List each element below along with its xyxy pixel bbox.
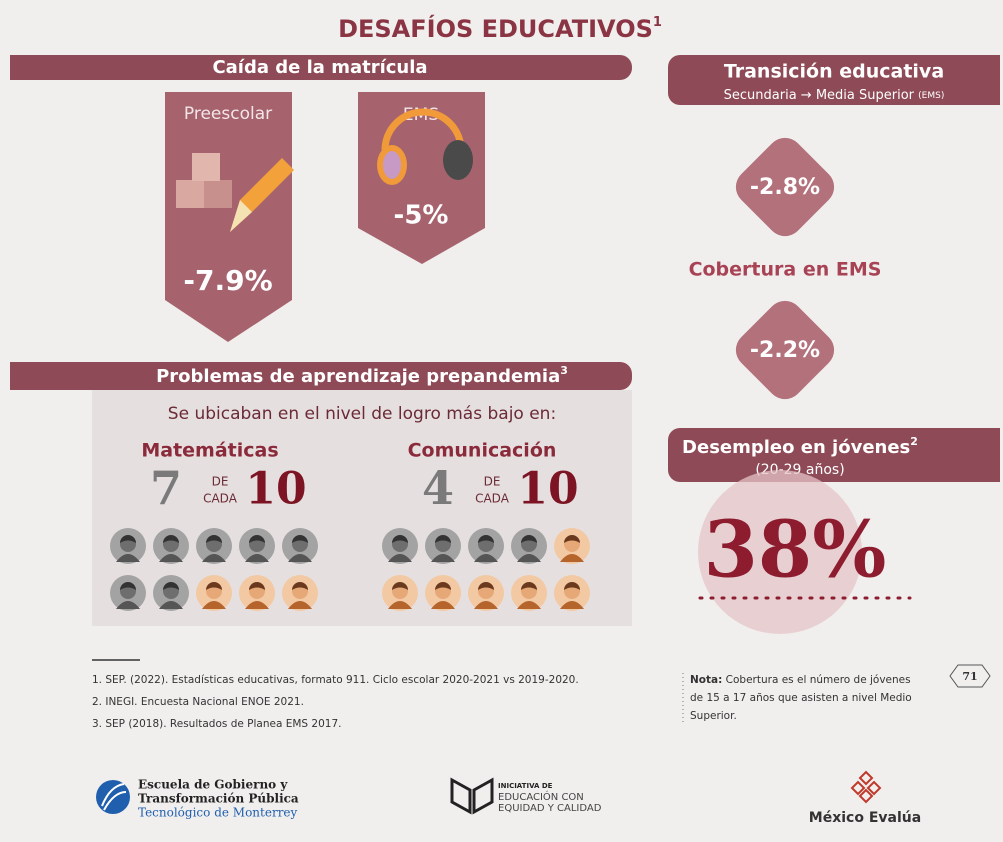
subheading-note: (EMS) [918, 91, 944, 101]
connector: CADA [475, 492, 510, 506]
person-icon [196, 528, 232, 564]
connector: DE [484, 475, 501, 489]
section-subheading: Secundaria → Media Superior (EMS) [724, 88, 945, 103]
person-icon [196, 575, 232, 611]
person-icon [425, 528, 461, 564]
person-icon [468, 528, 504, 564]
total: 10 [245, 464, 306, 515]
section-heading: Problemas de aprendizaje prepandemia3 [156, 364, 568, 388]
badge [165, 92, 292, 342]
note-text: Cobertura es el número de jóvenes [726, 674, 911, 686]
logo-text: Escuela de Gobierno y [138, 778, 288, 792]
section-subheading: Se ubicaban en el nivel de logro más baj… [168, 404, 556, 424]
person-icon [110, 575, 146, 611]
footnote: 3. SEP (2018). Resultados de Planea EMS … [92, 718, 341, 730]
note-label: Nota: [690, 674, 722, 686]
diamond-value: -2.8% [750, 175, 820, 200]
badge-value: -7.9% [183, 264, 272, 297]
logo-text: Transformación Pública [138, 792, 299, 806]
section-heading: Caída de la matrícula [212, 57, 427, 78]
section-heading: Desempleo en jóvenes2 [682, 435, 918, 459]
person-icon [282, 528, 318, 564]
person-icon [110, 528, 146, 564]
person-icon [511, 575, 547, 611]
subject-name: Matemáticas [141, 440, 278, 462]
logo-text: EDUCACIÓN CON [498, 790, 584, 803]
title: DESAFÍOS EDUCATIVOS1 [338, 14, 662, 43]
person-icon [153, 528, 189, 564]
subject-name: Comunicación [408, 440, 557, 462]
title-note: 1 [653, 15, 662, 30]
badge-label: Preescolar [184, 104, 272, 124]
footnote: 2. INEGI. Encuesta Nacional ENOE 2021. [92, 696, 304, 708]
page-number: 71 [962, 670, 977, 683]
connector: DE [212, 475, 229, 489]
count: 4 [422, 461, 454, 515]
note-line: de 15 a 17 años que asisten a nivel Medi… [690, 692, 912, 704]
person-icon [554, 528, 590, 564]
heading-note: 3 [560, 364, 568, 377]
person-icon [468, 575, 504, 611]
infographic-page: DESAFÍOS EDUCATIVOS1 Caída de la matrícu… [0, 0, 1003, 842]
footnote: 1. SEP. (2022). Estadísticas educativas,… [92, 674, 579, 686]
logo-text: INICIATIVA DE [498, 782, 553, 790]
big-value: 38% [704, 505, 887, 596]
badge-value: -5% [394, 201, 449, 231]
diamond-value: -2.2% [750, 338, 820, 363]
section-heading: Transición educativa [724, 61, 944, 83]
section-heading: Cobertura en EMS [689, 259, 882, 281]
connector: CADA [203, 492, 238, 506]
person-icon [282, 575, 318, 611]
person-icon [153, 575, 189, 611]
person-icon [239, 528, 275, 564]
total: 10 [517, 464, 578, 515]
person-icon [382, 575, 418, 611]
heading-note: 2 [910, 435, 918, 448]
person-icon [554, 575, 590, 611]
logo-text: México Evalúa [809, 810, 921, 826]
note-line: Nota: Cobertura es el número de jóvenes [690, 674, 911, 686]
person-icon [425, 575, 461, 611]
person-icon [511, 528, 547, 564]
logo-text: Tecnológico de Monterrey [138, 806, 298, 820]
logo-text: EQUIDAD Y CALIDAD [498, 803, 602, 814]
count: 7 [150, 461, 182, 515]
title-text: DESAFÍOS EDUCATIVOS [338, 14, 653, 43]
person-icon [382, 528, 418, 564]
note-line: Superior. [690, 710, 737, 722]
heading-text: Desempleo en jóvenes [682, 437, 910, 458]
heading-text: Problemas de aprendizaje prepandemia [156, 366, 560, 387]
subheading-text: Secundaria → Media Superior [724, 88, 915, 103]
person-icon [239, 575, 275, 611]
